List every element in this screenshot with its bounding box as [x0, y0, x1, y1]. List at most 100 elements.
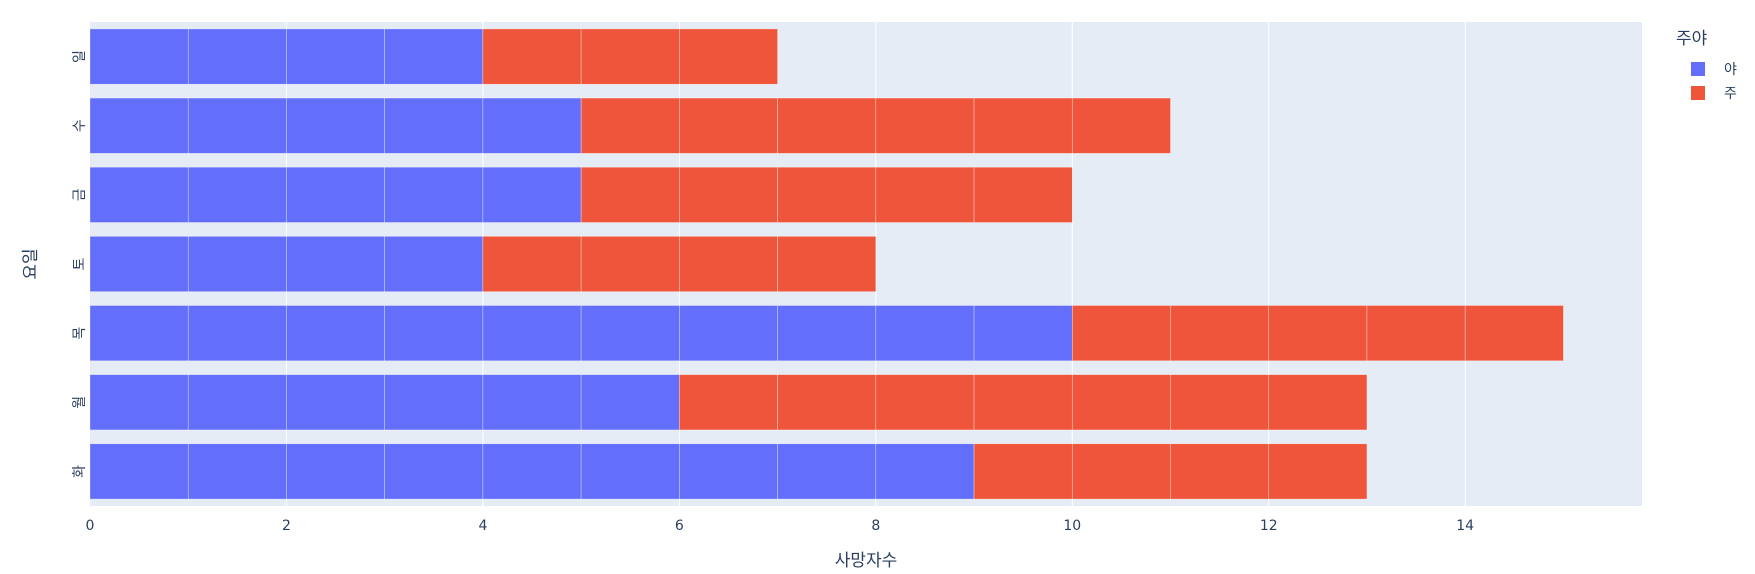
y-tick-label: 금: [72, 188, 88, 201]
bar-segment[interactable]: [482, 28, 582, 85]
bar-segment[interactable]: [580, 374, 680, 431]
bar-segment[interactable]: [384, 236, 484, 292]
bar-segment[interactable]: [1071, 305, 1171, 362]
bar-segment[interactable]: [89, 374, 189, 431]
bar-segment[interactable]: [482, 97, 582, 154]
bar-segment[interactable]: [973, 166, 1073, 223]
bar-segment[interactable]: [482, 374, 582, 431]
bar-segment[interactable]: [777, 166, 877, 223]
legend-label: 야: [1724, 62, 1737, 78]
y-tick-label: 일: [72, 50, 88, 63]
y-tick-label: 수: [72, 119, 88, 132]
x-tick-label: 2: [282, 518, 291, 534]
bar-segment[interactable]: [1170, 305, 1270, 362]
bar-segment[interactable]: [777, 97, 877, 154]
bar-segment[interactable]: [679, 97, 778, 154]
bar-segment[interactable]: [875, 443, 975, 500]
bar-segment[interactable]: [89, 443, 189, 500]
bar-segment[interactable]: [187, 166, 287, 223]
legend-items[interactable]: 야주: [1691, 62, 1737, 102]
bar-segment[interactable]: [580, 166, 680, 223]
bar-segment[interactable]: [973, 374, 1073, 431]
bar-segment[interactable]: [1268, 443, 1368, 500]
bar-segment[interactable]: [875, 374, 975, 431]
bar-segment[interactable]: [580, 28, 680, 85]
bar-segment[interactable]: [187, 236, 287, 292]
bar-segment[interactable]: [1071, 443, 1171, 500]
bar-segment[interactable]: [384, 305, 484, 362]
bar-segment[interactable]: [384, 374, 484, 431]
bar-segment[interactable]: [973, 97, 1073, 154]
y-tick-label: 토: [72, 257, 88, 270]
bar-segment[interactable]: [482, 305, 582, 362]
bar-segment[interactable]: [679, 443, 778, 500]
x-tick-label: 10: [1063, 518, 1081, 534]
bar-segment[interactable]: [777, 443, 877, 500]
y-tick-label: 목: [72, 327, 88, 340]
x-tick-label: 8: [871, 518, 880, 534]
bar-segment[interactable]: [482, 166, 582, 223]
x-tick-label: 0: [86, 518, 95, 534]
bar-segment[interactable]: [777, 374, 877, 431]
bar-segment[interactable]: [286, 97, 385, 154]
bar-segment[interactable]: [973, 305, 1073, 362]
bar-segment[interactable]: [89, 305, 189, 362]
bar-segment[interactable]: [286, 28, 385, 85]
bar-segment[interactable]: [1170, 374, 1270, 431]
x-tick-label: 4: [478, 518, 487, 534]
legend-item[interactable]: 야: [1691, 62, 1737, 78]
bar-segment[interactable]: [1071, 97, 1171, 154]
legend-swatch: [1691, 62, 1705, 76]
bar-segment[interactable]: [973, 443, 1073, 500]
bar-segment[interactable]: [1464, 305, 1564, 362]
bar-segment[interactable]: [1268, 305, 1368, 362]
bar-segment[interactable]: [679, 166, 778, 223]
bar-segment[interactable]: [187, 97, 287, 154]
bar-segment[interactable]: [286, 443, 385, 500]
bar-segment[interactable]: [286, 166, 385, 223]
bar-segment[interactable]: [1366, 305, 1466, 362]
bar-segment[interactable]: [679, 236, 778, 292]
bar-segment[interactable]: [384, 28, 484, 85]
bar-segment[interactable]: [580, 305, 680, 362]
bar-segment[interactable]: [580, 443, 680, 500]
bar-segment[interactable]: [679, 28, 778, 85]
bar-segment[interactable]: [1071, 374, 1171, 431]
bar-segment[interactable]: [286, 236, 385, 292]
bar-segment[interactable]: [679, 305, 778, 362]
bar-segment[interactable]: [187, 374, 287, 431]
bar-segment[interactable]: [875, 97, 975, 154]
bar-segment[interactable]: [580, 97, 680, 154]
bar-segment[interactable]: [384, 97, 484, 154]
bar-segment[interactable]: [384, 166, 484, 223]
bar-segment[interactable]: [89, 236, 189, 292]
bar-segment[interactable]: [875, 305, 975, 362]
bar-segment[interactable]: [875, 166, 975, 223]
legend-swatch: [1691, 86, 1705, 100]
legend[interactable]: 주야 야주: [1676, 29, 1737, 102]
bar-segment[interactable]: [384, 443, 484, 500]
bar-segment[interactable]: [89, 97, 189, 154]
bar-segment[interactable]: [89, 166, 189, 223]
bar-segment[interactable]: [777, 236, 877, 292]
bar-segment[interactable]: [580, 236, 680, 292]
legend-item[interactable]: 주: [1691, 86, 1737, 102]
legend-label: 주: [1724, 86, 1737, 102]
bar-segment[interactable]: [1170, 443, 1270, 500]
bar-segment[interactable]: [482, 443, 582, 500]
bar-segment[interactable]: [1268, 374, 1368, 431]
bar-segment[interactable]: [777, 305, 877, 362]
y-tick-label: 화: [72, 465, 88, 478]
x-tick-label: 12: [1260, 518, 1278, 534]
bar-segment[interactable]: [89, 28, 189, 85]
bar-segment[interactable]: [187, 443, 287, 500]
bar-segment[interactable]: [286, 305, 385, 362]
legend-title: 주야: [1676, 29, 1708, 49]
bar-segment[interactable]: [482, 236, 582, 292]
bar-segment[interactable]: [286, 374, 385, 431]
bar-segment[interactable]: [187, 305, 287, 362]
bar-segment[interactable]: [187, 28, 287, 85]
bar-segment[interactable]: [679, 374, 778, 431]
